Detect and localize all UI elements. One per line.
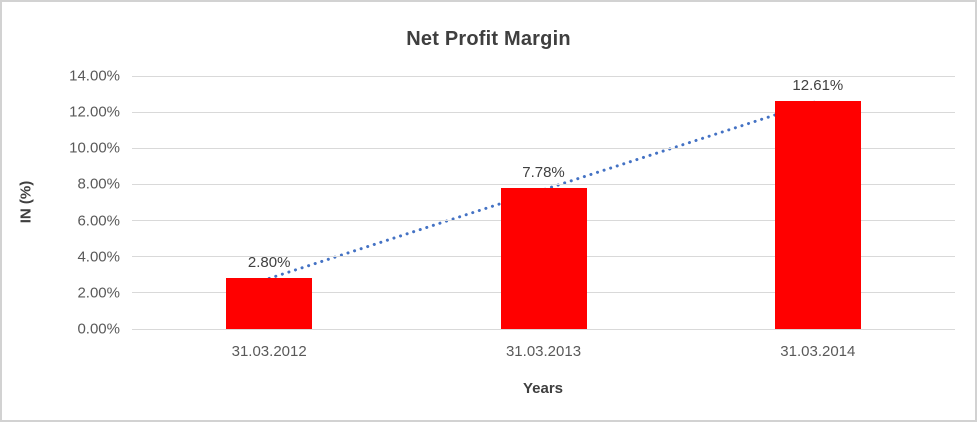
bar-31.03.2013 bbox=[500, 188, 587, 329]
gridline bbox=[132, 75, 955, 77]
bar-31.03.2014 bbox=[774, 101, 861, 329]
bar-data-label: 2.80% bbox=[247, 254, 291, 272]
y-tick-label: 12.00% bbox=[69, 103, 120, 121]
y-tick-label: 10.00% bbox=[69, 139, 120, 157]
bar-data-label: 12.61% bbox=[792, 77, 844, 95]
y-axis-ticks: 0.00% 2.00% 4.00% 6.00% 8.00% 10.00% 12.00% 14.… bbox=[2, 68, 120, 338]
y-tick-label: 8.00% bbox=[77, 175, 120, 193]
x-axis-title: Years bbox=[522, 380, 564, 397]
chart-title: Net Profit Margin bbox=[406, 28, 571, 50]
x-tick-label: 31.03.2013 bbox=[505, 343, 582, 360]
gridline bbox=[132, 111, 955, 113]
bar-data-label: 7.78% bbox=[522, 164, 565, 182]
gridline bbox=[132, 328, 955, 330]
y-tick-label: 0.00% bbox=[77, 320, 120, 338]
y-tick-label: 6.00% bbox=[77, 212, 120, 230]
gridline bbox=[132, 147, 955, 149]
bar-31.03.2012 bbox=[226, 278, 313, 329]
gridline bbox=[132, 183, 955, 185]
x-tick-label: 31.03.2012 bbox=[231, 343, 307, 360]
x-tick-label: 31.03.2014 bbox=[780, 343, 856, 360]
plot-area: 2.80% 7.78% 12.61% bbox=[132, 75, 955, 330]
y-tick-label: 2.00% bbox=[77, 284, 120, 302]
y-tick-label: 14.00% bbox=[69, 67, 120, 85]
y-tick-label: 4.00% bbox=[77, 248, 120, 266]
x-axis-ticks: 31.03.2012 31.03.2013 31.03.2014 bbox=[132, 329, 955, 360]
